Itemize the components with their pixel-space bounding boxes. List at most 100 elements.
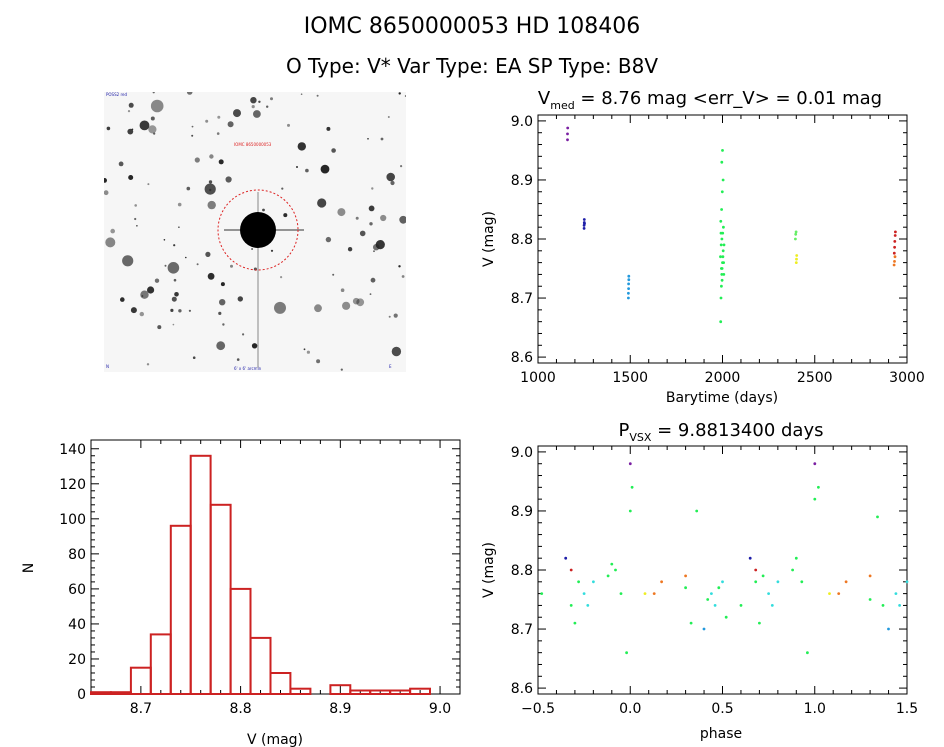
finder-star	[110, 228, 115, 234]
finder-star	[337, 208, 346, 217]
x-tick-label: 1.5	[896, 701, 918, 717]
finder-star	[204, 183, 216, 195]
light-curve-point	[720, 267, 723, 270]
phase-curve-point	[770, 604, 774, 607]
phase-curve-point	[868, 574, 872, 578]
phase-curve-point	[628, 509, 632, 513]
y-tick-label: 8.8	[511, 563, 533, 579]
y-tick-label: 8.6	[511, 681, 533, 697]
histogram-bar	[229, 587, 252, 696]
finder-star	[218, 159, 224, 165]
histogram-bar	[409, 687, 432, 696]
phase-curve-point	[619, 592, 623, 595]
finder-star	[194, 157, 200, 163]
phase-curve-point	[767, 592, 770, 595]
finder-star	[134, 217, 137, 221]
phase-curve-point	[610, 562, 614, 566]
finder-star	[400, 165, 403, 168]
finder-star	[399, 215, 408, 224]
x-tick-label: 3000	[889, 370, 925, 386]
phase-curve-point	[739, 604, 743, 607]
finder-star	[251, 343, 258, 349]
histogram-xlabel: V (mag)	[247, 732, 303, 747]
finder-center-label: IOMC 8650000053	[234, 142, 272, 147]
finder-star	[171, 296, 177, 302]
finder-star	[120, 297, 125, 302]
light-curve-point	[719, 219, 723, 223]
phase-curve-point	[717, 586, 721, 590]
y-tick-label: 8.8	[511, 232, 533, 248]
light-curve-point	[722, 225, 725, 229]
light-curve-point	[794, 237, 797, 241]
light-curve-point	[719, 231, 723, 235]
object-type-subtitle: O Type: V* Var Type: EA SP Type: B8V	[285, 54, 659, 78]
finder-star	[300, 93, 303, 95]
light-curve-point	[719, 320, 723, 324]
histogram-bar	[209, 503, 232, 695]
light-curve-point	[795, 257, 798, 261]
finder-star	[317, 198, 327, 208]
phase-curve-point	[800, 580, 804, 584]
finder-star	[173, 278, 177, 282]
finder-star	[398, 265, 401, 268]
finder-star	[154, 278, 160, 283]
y-tick-label: 8.6	[511, 350, 533, 366]
finder-star	[225, 176, 232, 183]
phase-curve-point	[761, 574, 765, 578]
x-tick-label: 1.0	[804, 701, 826, 717]
finder-star	[218, 311, 222, 315]
finder-bottom-right-label: E	[389, 364, 392, 369]
light-curve-point	[892, 251, 896, 255]
finder-star	[153, 132, 156, 135]
light-curve-title: Vmed = 8.76 mag <err_V> = 0.01 mag	[538, 88, 882, 112]
finder-star	[370, 277, 376, 283]
phase-curve-point	[813, 497, 817, 501]
phase-curve-point	[702, 627, 706, 631]
finder-star	[388, 315, 391, 318]
finder-star	[173, 244, 176, 247]
phase-curve-point	[876, 515, 879, 519]
finder-star	[127, 128, 134, 135]
finder-star	[303, 348, 306, 351]
phase-curve-point	[606, 574, 610, 578]
light-curve-point	[719, 243, 723, 247]
finder-star	[401, 275, 405, 278]
light-curve-point	[893, 255, 897, 259]
x-tick-label: 1000	[520, 370, 556, 386]
y-tick-label: 120	[59, 477, 86, 493]
y-tick-label: 9.0	[511, 114, 533, 130]
phase-curve-point	[724, 615, 728, 619]
finder-star	[391, 346, 402, 357]
phase-curve-point	[837, 592, 841, 595]
x-tick-label: −0.5	[521, 701, 555, 717]
phase-curve-point	[592, 580, 595, 584]
light-curve-point	[721, 249, 725, 253]
finder-star	[131, 128, 134, 131]
phase-curve-point	[643, 592, 647, 595]
x-tick-label: 8.9	[329, 701, 351, 717]
x-tick-label: 0.5	[711, 701, 733, 717]
histogram-bar	[329, 684, 352, 696]
phase-curve-point	[569, 604, 573, 607]
finder-star	[186, 186, 191, 191]
finder-star	[355, 216, 359, 220]
histogram-bar	[289, 687, 312, 696]
light-curve-point	[627, 287, 630, 290]
finder-star	[207, 200, 216, 210]
histogram-bar	[189, 454, 212, 695]
y-tick-label: 40	[68, 617, 86, 633]
finder-star	[209, 154, 214, 159]
x-tick-label: 9.0	[429, 701, 451, 717]
finder-star	[150, 99, 164, 113]
finder-star	[185, 256, 187, 259]
finder-star	[297, 142, 306, 151]
light-curve-point	[722, 273, 726, 276]
phase-curve-point	[791, 568, 794, 572]
x-tick-label: 1500	[612, 370, 648, 386]
light-curve-point	[721, 255, 725, 259]
finder-star	[192, 356, 196, 360]
finder-star	[325, 236, 332, 243]
finder-image-svg: POSS2 red IOMC 8650000053 N 6' x 6' arcm…	[102, 89, 408, 372]
light-curve-point	[627, 282, 630, 286]
histogram-bar	[269, 672, 292, 695]
